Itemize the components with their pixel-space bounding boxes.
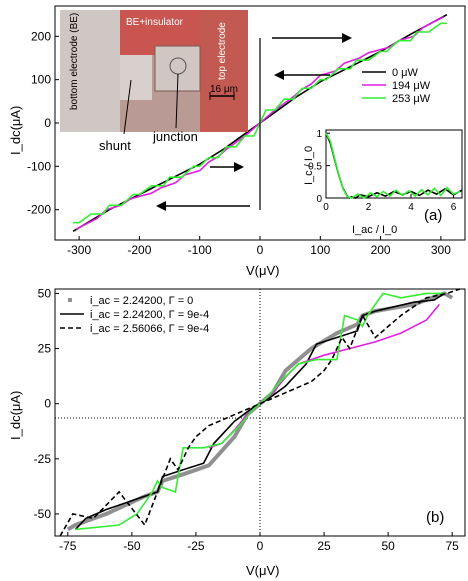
panel-a-label: (a): [424, 207, 442, 224]
panel-b-ytick-label: -25: [34, 452, 52, 466]
inset-xtick-label: 4: [408, 202, 414, 213]
inset-frame: [325, 129, 463, 199]
arrow-shunt: [123, 79, 132, 135]
panel-b-xtick-label: 25: [317, 539, 331, 553]
panel-a-xtick-label: 300: [431, 243, 451, 257]
panel-b-ytick-label: 50: [38, 286, 52, 300]
panel-b-series: [59, 288, 461, 537]
inset-y-label: I_c / I_0: [303, 146, 315, 185]
inset-series-line: [325, 132, 461, 199]
panel-a-xtick-label: 0: [257, 243, 264, 257]
panel-a-xtick-label: 200: [371, 243, 391, 257]
panel-a-xtick-label: 100: [310, 243, 330, 257]
legend-b-entry: i_ac = 2.24200, Γ = 9e-4: [90, 309, 209, 321]
legend-a-entry: 194 μW: [392, 80, 431, 92]
sweep-arrowhead-3: [234, 162, 244, 172]
inset-xtick-label: 2: [366, 202, 372, 213]
legend-a-entry: 0 μW: [392, 67, 419, 79]
panel-b-xtick-label: -75: [59, 539, 77, 553]
photo-label-scale: 16 μm: [210, 84, 238, 95]
photo-label-bottom-electrode: bottom electrode (BE): [69, 13, 80, 110]
panel-b-ytick-label: 0: [44, 397, 51, 411]
panel-b-label: (b): [426, 509, 444, 526]
panel-a-x-label: V(μV): [246, 263, 280, 278]
panel-b: -75 -50 -25 0 25 50 75 -50 -25 0 25 50 i_ac = 2.242…: [8, 286, 466, 578]
panel-a-ytick-label: -200: [27, 203, 51, 217]
shunt-region: [120, 55, 152, 100]
panel-b-series-line: [75, 292, 445, 531]
bottom-electrode-pad: [60, 10, 120, 132]
inset-xtick-label: 6: [451, 202, 457, 213]
panel-b-ytick-label: 25: [38, 342, 52, 356]
panel-b-x-label: V(μV): [246, 563, 280, 578]
photo-label-be-insulator: BE+insulator: [126, 17, 184, 28]
panel-a-xtick-label: -200: [127, 243, 151, 257]
inset-chart: 0 2 4 6 0 0.5 1 I_ac / I_0 I_c / I_0: [303, 129, 463, 236]
sweep-arrowhead-4: [156, 201, 166, 211]
legend-b-swatch: [68, 298, 72, 302]
legend-a-entry: 253 μW: [392, 93, 431, 105]
panel-b-y-label: I_dc(μA): [8, 391, 23, 440]
inset-x-label: I_ac / I_0: [352, 224, 397, 236]
panel-a-xtick-label: -100: [188, 243, 212, 257]
panel-b-xtick-label: 75: [446, 539, 460, 553]
panel-b-legend: i_ac = 2.24200, Γ = 0 i_ac = 2.24200, Γ =…: [60, 295, 209, 335]
sweep-arrows: [156, 33, 352, 211]
panel-b-series-line: [59, 288, 461, 537]
panel-b-ticks: -75 -50 -25 0 25 50 75 -50 -25 0 25 50: [34, 286, 460, 553]
panel-a-ytick-label: 0: [44, 116, 51, 130]
inset-xtick-label: 0: [323, 202, 329, 213]
annotation-junction: junction: [152, 129, 198, 144]
legend-b-entry: i_ac = 2.24200, Γ = 0: [90, 295, 193, 307]
panel-a-xtick-label: -300: [67, 243, 91, 257]
panel-b-xtick-label: -50: [123, 539, 141, 553]
panel-b-ytick-label: -50: [34, 507, 52, 521]
inset-ytick-label: 1: [316, 129, 322, 140]
sweep-arrowhead-2: [274, 70, 284, 80]
panel-b-series-line: [208, 303, 441, 449]
panel-a-ytick-label: 100: [31, 73, 51, 87]
panel-a-ytick-label: 200: [31, 29, 51, 43]
panel-b-xtick-label: -25: [187, 539, 205, 553]
panel-b-xtick-label: 50: [381, 539, 395, 553]
inset-ytick-label: 0.5: [308, 162, 322, 173]
arrow-junction: [175, 73, 179, 129]
legend-b-entry: i_ac = 2.56066, Γ = 9e-4: [90, 323, 209, 335]
sweep-arrowhead-1: [342, 33, 352, 43]
device-photo: BE+insulator bottom electrode (BE) top e…: [60, 10, 248, 132]
inset-series: [325, 132, 463, 199]
panel-a-y-label: I_dc(μA): [8, 106, 23, 155]
panel-a-ytick-label: -100: [27, 159, 51, 173]
inset-ytick-label: 0: [316, 194, 322, 205]
panel-b-xtick-label: 0: [257, 539, 264, 553]
photo-label-top-electrode: top electrode: [217, 22, 228, 80]
top-electrode-pad: [200, 10, 248, 132]
annotation-shunt: shunt: [99, 138, 131, 153]
